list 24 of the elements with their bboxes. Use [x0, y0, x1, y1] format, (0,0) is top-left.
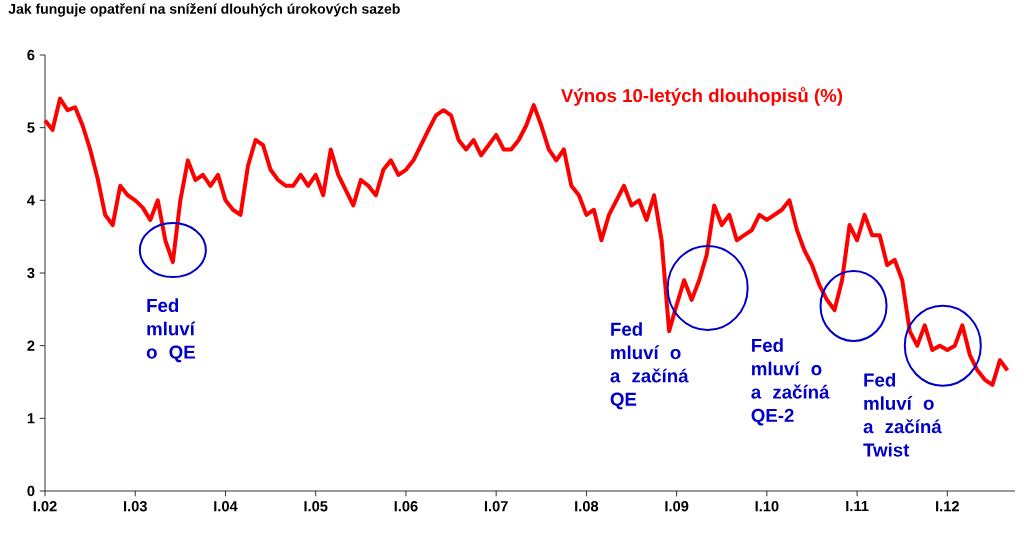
annotation: Fed mluví o a začíná Twist — [863, 372, 942, 457]
y-tick-label: 3 — [27, 267, 35, 279]
y-tick-label: 2 — [27, 340, 35, 351]
y-tick-label: 0 — [27, 485, 35, 497]
series-label: Výnos 10-letých dlouhopisů (%) — [561, 86, 843, 106]
x-tick-label: I.08 — [575, 501, 599, 512]
x-tick-label: I.02 — [33, 501, 57, 512]
x-tick-label: I.05 — [304, 501, 328, 512]
y-tick-label: 6 — [27, 49, 35, 61]
annotation: Fed mluví o a začíná QE — [610, 322, 689, 410]
x-tick-label: I.09 — [665, 501, 689, 512]
y-tick-label: 1 — [27, 413, 35, 424]
x-tick-label: I.03 — [123, 501, 147, 512]
y-tick-label: 4 — [27, 195, 35, 206]
chart-title: Jak funguje opatření na snížení dlouhých úrokových sazeb — [8, 3, 400, 17]
annotation: Fed mluví o a začíná QE-2 — [751, 338, 830, 426]
x-tick-label: I.04 — [214, 501, 238, 512]
annotation: Fed mluví o QE — [146, 298, 196, 363]
y-tick-label: 5 — [27, 122, 35, 133]
x-tick-label: I.07 — [484, 501, 508, 512]
x-tick-label: I.06 — [394, 501, 418, 512]
x-tick-label: I.12 — [936, 501, 959, 512]
x-tick-label: I.10 — [755, 501, 779, 512]
x-tick-label: I.11 — [846, 501, 869, 512]
